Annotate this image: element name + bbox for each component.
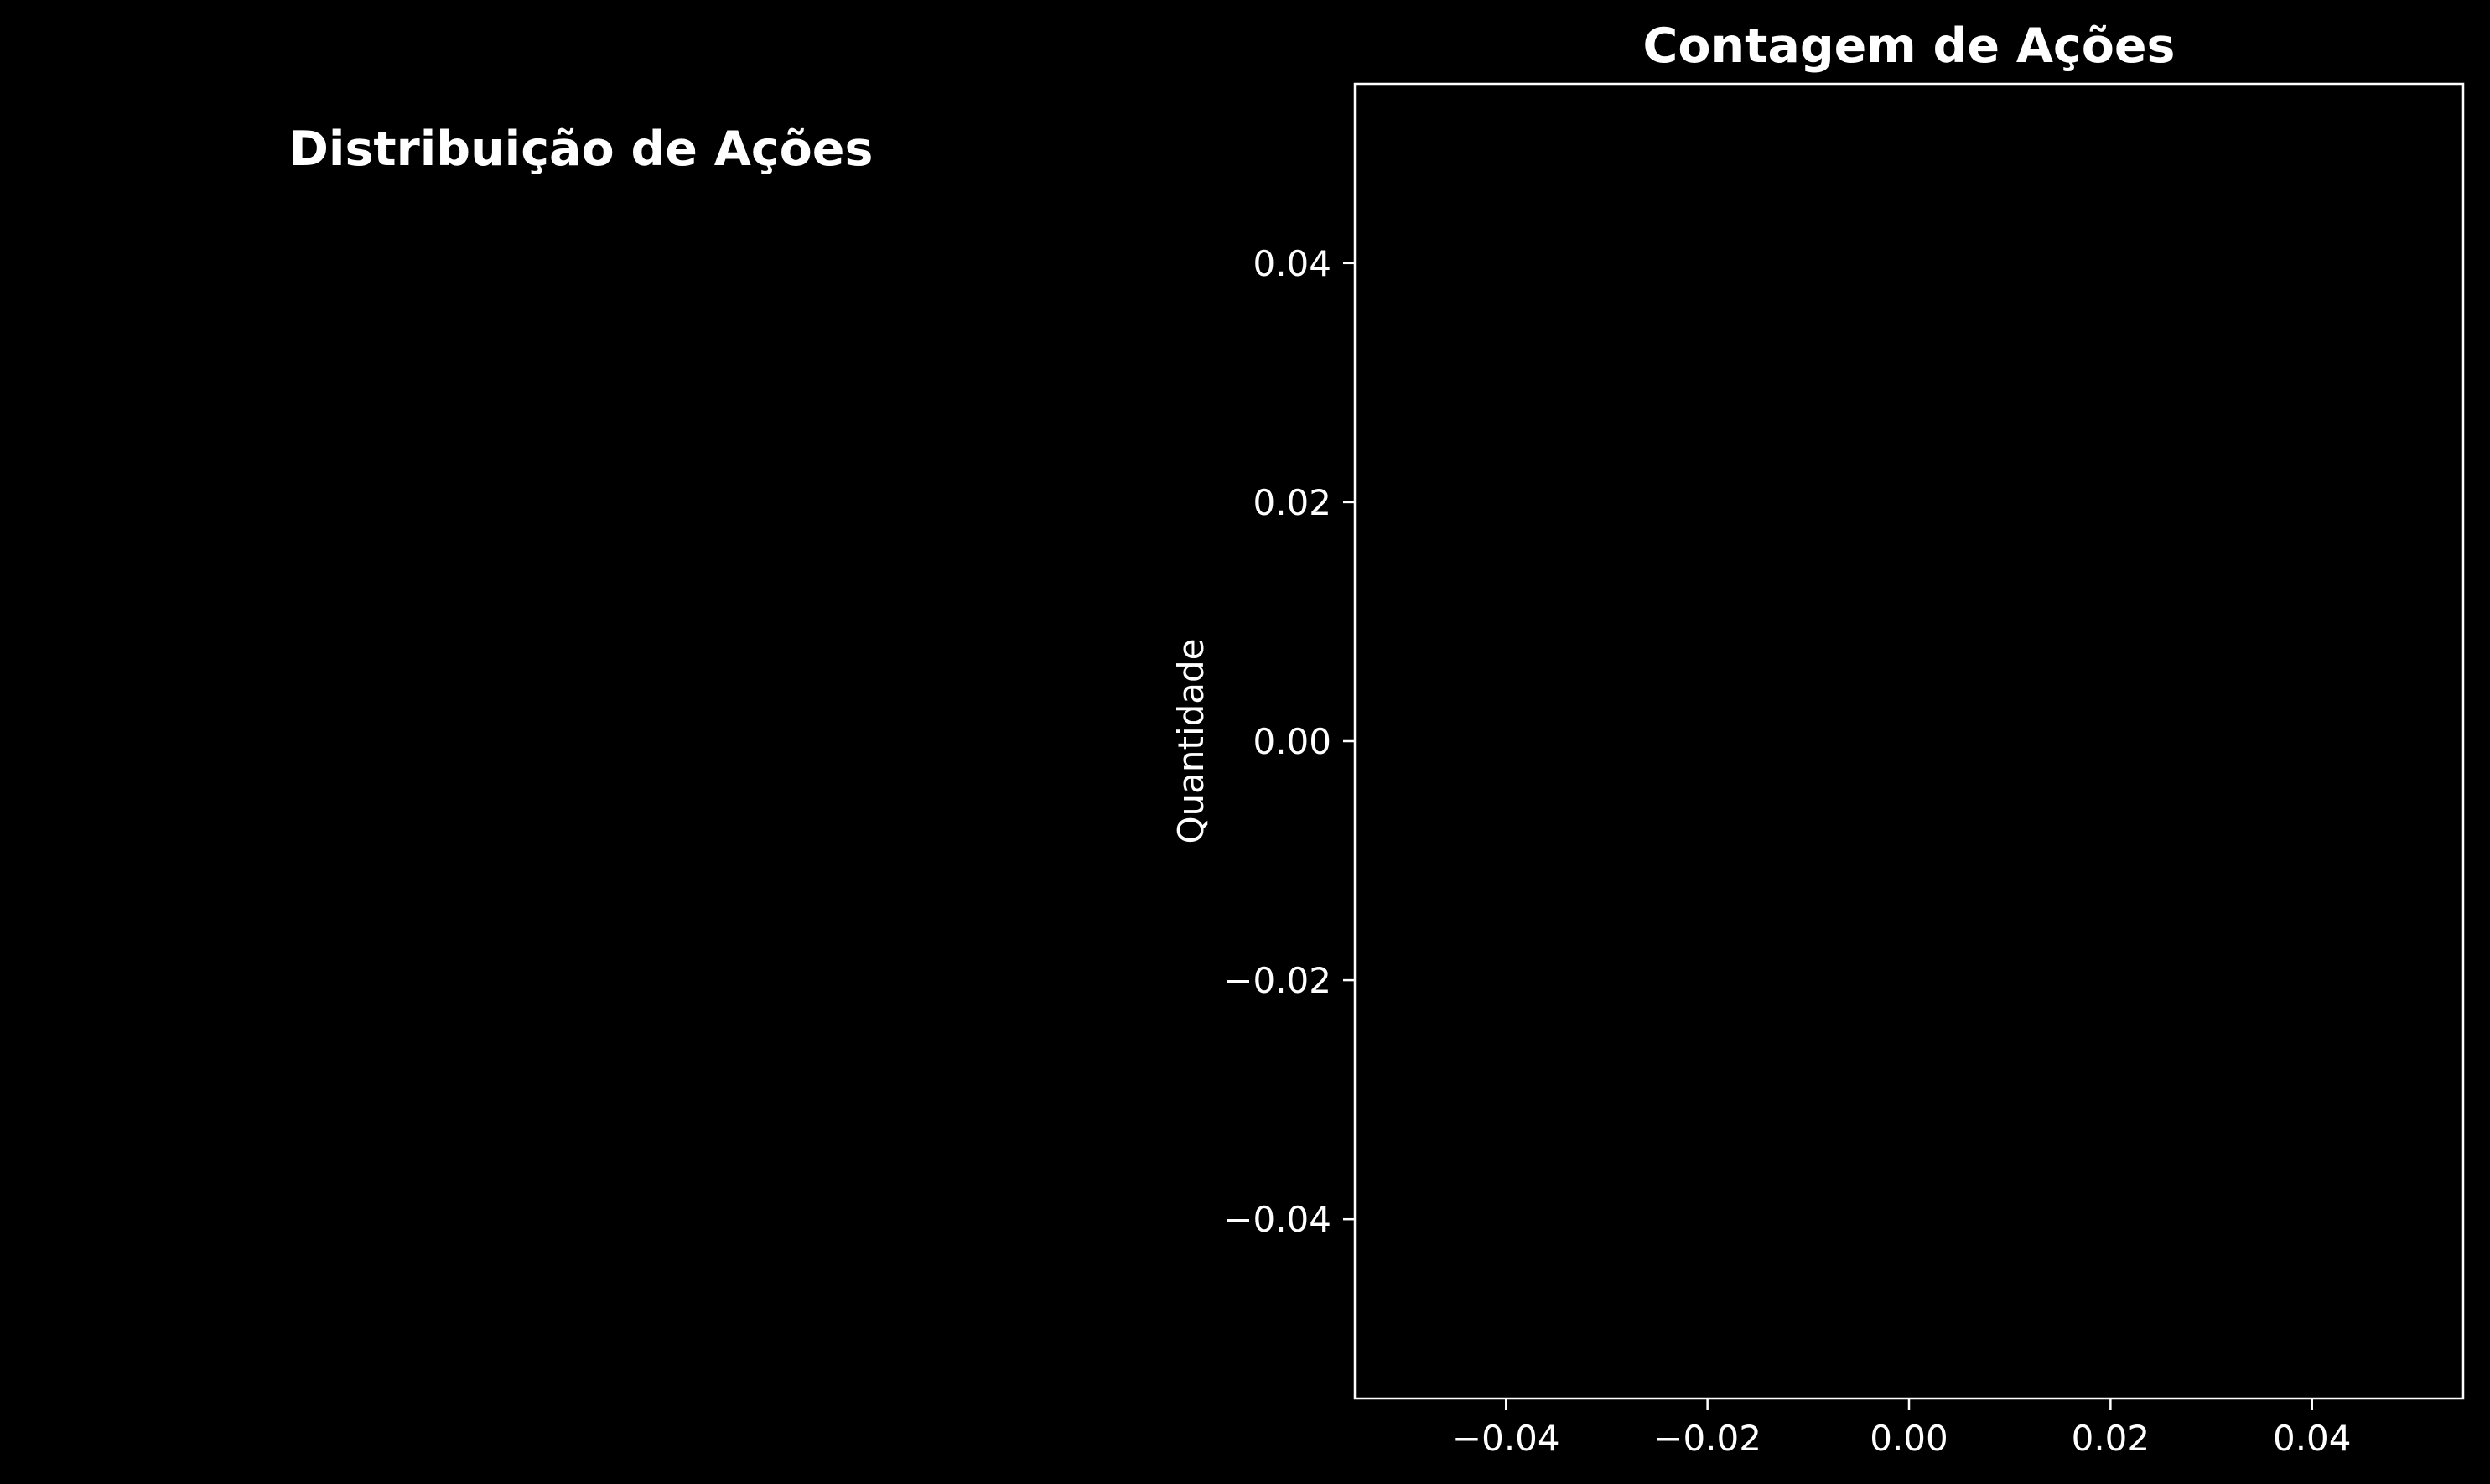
y-tick-label: 0.02 bbox=[1253, 482, 1331, 523]
y-tick-label: −0.02 bbox=[1223, 960, 1331, 1001]
y-tick-label: −0.04 bbox=[1223, 1199, 1331, 1240]
bar-panel: Contagem de Ações −0.04 −0.02 0.00 0.02 0.04… bbox=[1170, 18, 2465, 1459]
y-axis-label: Quantidade bbox=[1170, 638, 1211, 843]
x-tick-label: −0.04 bbox=[1452, 1418, 1560, 1459]
pie-chart-title: Distribuição de Ações bbox=[289, 122, 874, 177]
y-axis: −0.04 −0.02 0.00 0.02 0.04 bbox=[1223, 243, 1355, 1240]
x-tick-label: 0.00 bbox=[1870, 1418, 1948, 1459]
y-tick-label: 0.00 bbox=[1253, 721, 1331, 762]
x-axis: −0.04 −0.02 0.00 0.02 0.04 bbox=[1452, 1398, 2352, 1459]
y-tick-label: 0.04 bbox=[1253, 243, 1331, 284]
x-tick-label: 0.04 bbox=[2273, 1418, 2352, 1459]
pie-panel: Distribuição de Ações bbox=[289, 122, 874, 177]
x-tick-label: 0.02 bbox=[2072, 1418, 2150, 1459]
bar-chart-title: Contagem de Ações bbox=[1643, 18, 2176, 74]
x-tick-label: −0.02 bbox=[1653, 1418, 1761, 1459]
